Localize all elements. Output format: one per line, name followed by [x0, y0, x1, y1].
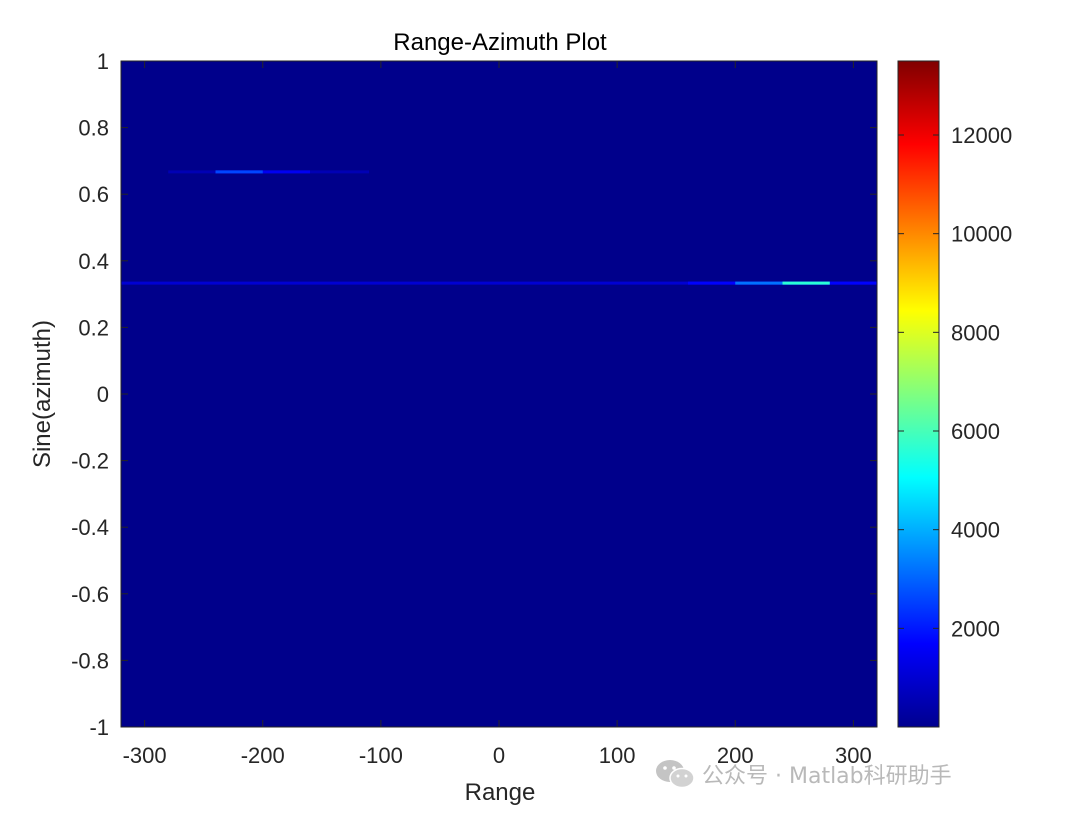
- heatmap-features: [121, 170, 877, 285]
- colorbar-ticks: 2000 4000 6000 8000 10000 12000: [898, 123, 1012, 641]
- x-tick-label: -200: [241, 743, 285, 768]
- y-tick-label: 0: [97, 382, 109, 407]
- y-axis-title: Sine(azimuth): [29, 320, 56, 468]
- y-tick-label: 0.6: [78, 182, 109, 207]
- x-tick-label: 300: [835, 743, 872, 768]
- y-tick-label: -0.6: [71, 582, 109, 607]
- y-tick-label: -0.8: [71, 648, 109, 673]
- y-axis: 1 0.8 0.6 0.4 0.2 0 -0.2 -0.4 -0.6 -0.8 -1: [71, 49, 877, 740]
- colorbar-gradient: [897, 60, 940, 728]
- y-tick-label: -1: [89, 715, 109, 740]
- colorbar-tick-label: 4000: [951, 518, 1000, 543]
- x-axis: -300 -200 -100 0 100 200 300: [123, 61, 872, 768]
- watermark-text: 公众号 · Matlab科研助手: [702, 764, 952, 789]
- x-tick-label: -300: [123, 743, 167, 768]
- y-tick-label: 1: [97, 49, 109, 74]
- y-tick-label: 0.4: [78, 249, 109, 274]
- x-tick-label: 0: [493, 743, 505, 768]
- chart-title: Range-Azimuth Plot: [393, 29, 607, 56]
- heatmap-feature: [215, 170, 263, 174]
- x-tick-label: 200: [717, 743, 754, 768]
- watermark: 公众号 · Matlab科研助手: [654, 756, 952, 792]
- x-axis-title: Range: [465, 779, 536, 806]
- y-tick-label: -0.2: [71, 449, 109, 474]
- y-tick-label: 0.8: [78, 116, 109, 141]
- plot-area: [120, 60, 878, 728]
- heatmap-feature: [782, 281, 830, 285]
- heatmap-feature: [121, 281, 877, 285]
- colorbar-tick-label: 2000: [951, 616, 1000, 641]
- x-tick-label: -100: [359, 743, 403, 768]
- colorbar-tick-label: 10000: [951, 222, 1012, 247]
- heatmap-background: [121, 61, 877, 727]
- colorbar: 2000 4000 6000 8000 10000 12000: [897, 60, 1012, 728]
- y-tick-label: -0.4: [71, 515, 109, 540]
- colorbar-tick-label: 6000: [951, 419, 1000, 444]
- x-tick-label: 100: [599, 743, 636, 768]
- colorbar-tick-label: 8000: [951, 320, 1000, 345]
- colorbar-tick-label: 12000: [951, 123, 1012, 148]
- y-tick-label: 0.2: [78, 315, 109, 340]
- wechat-icon: [656, 760, 695, 789]
